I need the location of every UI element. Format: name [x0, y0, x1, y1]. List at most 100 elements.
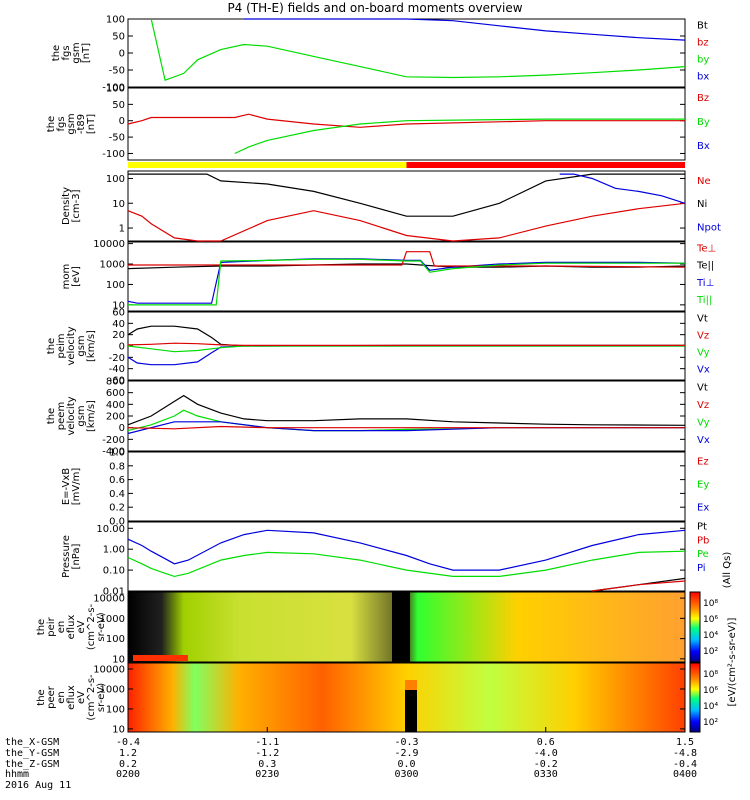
legend-entry: Ti|| — [696, 295, 712, 306]
panel-frame-temp — [127, 241, 686, 312]
y-tick-label: 1000 — [100, 684, 125, 695]
y-axis-label: peim — [56, 333, 67, 358]
y-tick-label: -60 — [109, 376, 125, 387]
y-tick-label: 0 — [119, 116, 125, 127]
y-tick-label: 10 — [112, 300, 125, 311]
y-axis-label: velocity — [66, 326, 77, 365]
y-tick-label: 1000 — [100, 260, 125, 271]
y-axis-label: en — [56, 621, 67, 634]
legend-entry: Vx — [697, 364, 710, 375]
legend-entry: Bz — [697, 93, 709, 104]
legend-entry: Pt — [697, 522, 707, 533]
series-pressure-Pb — [592, 580, 686, 592]
ephemeris-column: -0.4 1.2 0.2 0200 — [115, 737, 141, 781]
y-axis-label: [eV] — [71, 266, 82, 287]
y-axis-label: eV — [76, 620, 87, 633]
y-axis-label: (cm^2-s- — [86, 603, 97, 650]
y-tick-label: 100 — [106, 280, 125, 291]
y-axis-label: the — [36, 689, 47, 705]
y-tick-label: -200 — [102, 435, 125, 446]
legend-entry: Pi — [697, 563, 706, 574]
y-axis-label: the — [46, 116, 57, 132]
y-tick-label: 50 — [112, 100, 125, 111]
y-tick-label: 0.4 — [109, 489, 125, 500]
y-axis-label: gsm — [76, 405, 87, 426]
y-axis-label: E=-VxB — [61, 468, 72, 505]
peir-low-energy-band — [133, 655, 188, 661]
y-tick-label: 100 — [106, 174, 125, 185]
y-tick-label: -100 — [102, 149, 125, 160]
y-tick-label: 100 — [106, 84, 125, 95]
mode-bar-segment — [128, 162, 407, 168]
legend-entry: Ni — [697, 199, 707, 210]
series-fgs-by — [150, 18, 686, 81]
y-tick-label: 0.0 — [109, 517, 125, 528]
y-axis-label: [nT] — [81, 43, 92, 63]
y-tick-label: -100 — [102, 83, 125, 94]
series-peim_vel-Vt — [127, 325, 685, 347]
colorbar-tick: 10² — [703, 647, 718, 657]
y-axis-label: mom — [61, 264, 72, 290]
y-axis-label: eflux — [66, 615, 77, 640]
colorbar — [689, 662, 701, 733]
series-fgs_dt-Bz — [127, 113, 685, 128]
series-temp-Te⊥ — [128, 251, 686, 268]
colorbar-tick: 10² — [703, 718, 718, 728]
y-axis-label: the — [46, 408, 57, 424]
y-tick-label: 0.01 — [103, 587, 125, 598]
panel-frame-density — [127, 170, 686, 242]
y-tick-label: 1000 — [100, 614, 125, 625]
y-tick-label: 0 — [119, 423, 125, 434]
legend-entry: Vz — [697, 400, 709, 411]
y-axis-label: [nT] — [86, 114, 97, 134]
y-tick-label: 40 — [112, 319, 125, 330]
y-tick-label: 1.00 — [103, 545, 125, 556]
y-tick-label: 10000 — [93, 239, 125, 250]
ephemeris-column: 0.6 -4.0 -0.2 0330 — [533, 737, 558, 781]
y-axis-label: [mV/m] — [71, 468, 82, 506]
y-axis-label: peer — [46, 685, 57, 709]
colorbar-tick: 10⁶ — [703, 615, 718, 625]
y-tick-label: 0.6 — [109, 475, 125, 486]
mode-bar-segment — [406, 162, 685, 168]
y-tick-label: 0.2 — [109, 503, 125, 514]
legend-entry: Vt — [697, 383, 708, 394]
ephemeris-column: 1.5 -4.8 -0.4 0400 — [672, 737, 698, 781]
series-peim_vel-Vy — [127, 345, 685, 353]
series-peem_vel-Vx — [127, 421, 685, 435]
y-tick-label: 10 — [112, 724, 125, 735]
chart-title: P4 (TH-E) fields and on-board moments ov… — [227, 1, 523, 15]
y-tick-label: 0 — [119, 49, 125, 60]
colorbar-tick: 10⁶ — [703, 686, 718, 696]
y-tick-label: 10.00 — [96, 524, 125, 535]
y-tick-label: 800 — [106, 377, 125, 388]
y-axis-label: fgs — [56, 116, 67, 131]
y-tick-label: 1.0 — [109, 448, 125, 459]
colorbar-label: [eV/(cm²-s-sr-eV)] — [727, 617, 738, 706]
y-axis-label: fgs — [61, 45, 72, 60]
panel-frame-peem_vel — [127, 380, 686, 452]
y-tick-label: -40 — [109, 364, 125, 375]
y-axis-label: peem — [56, 402, 67, 430]
y-tick-label: 600 — [106, 388, 125, 399]
legend-entry: Ti⊥ — [696, 278, 714, 289]
colorbar-tick: 10⁸ — [703, 599, 718, 609]
legend-entry: Bx — [697, 141, 710, 152]
y-axis-label: -t89 — [76, 114, 87, 134]
peer-gap-edge — [405, 680, 417, 690]
y-tick-label: 10 — [112, 199, 125, 210]
y-axis-label: velocity — [66, 396, 77, 435]
y-axis-label: [km/s] — [86, 400, 97, 432]
y-axis-label: [km/s] — [86, 330, 97, 362]
y-axis-label: gsm — [76, 335, 87, 356]
y-axis-label: sr-eV) — [96, 612, 107, 641]
y-tick-label: 10000 — [93, 594, 125, 605]
legend-entry: (All Qs) — [722, 552, 733, 589]
panel-frame-efield — [127, 451, 686, 522]
y-axis-label: Pressure — [61, 535, 72, 578]
legend-entry: by — [697, 54, 709, 65]
y-tick-label: 400 — [106, 400, 125, 411]
colorbar-tick: 10⁸ — [703, 670, 718, 680]
y-axis-label: the — [46, 338, 57, 354]
